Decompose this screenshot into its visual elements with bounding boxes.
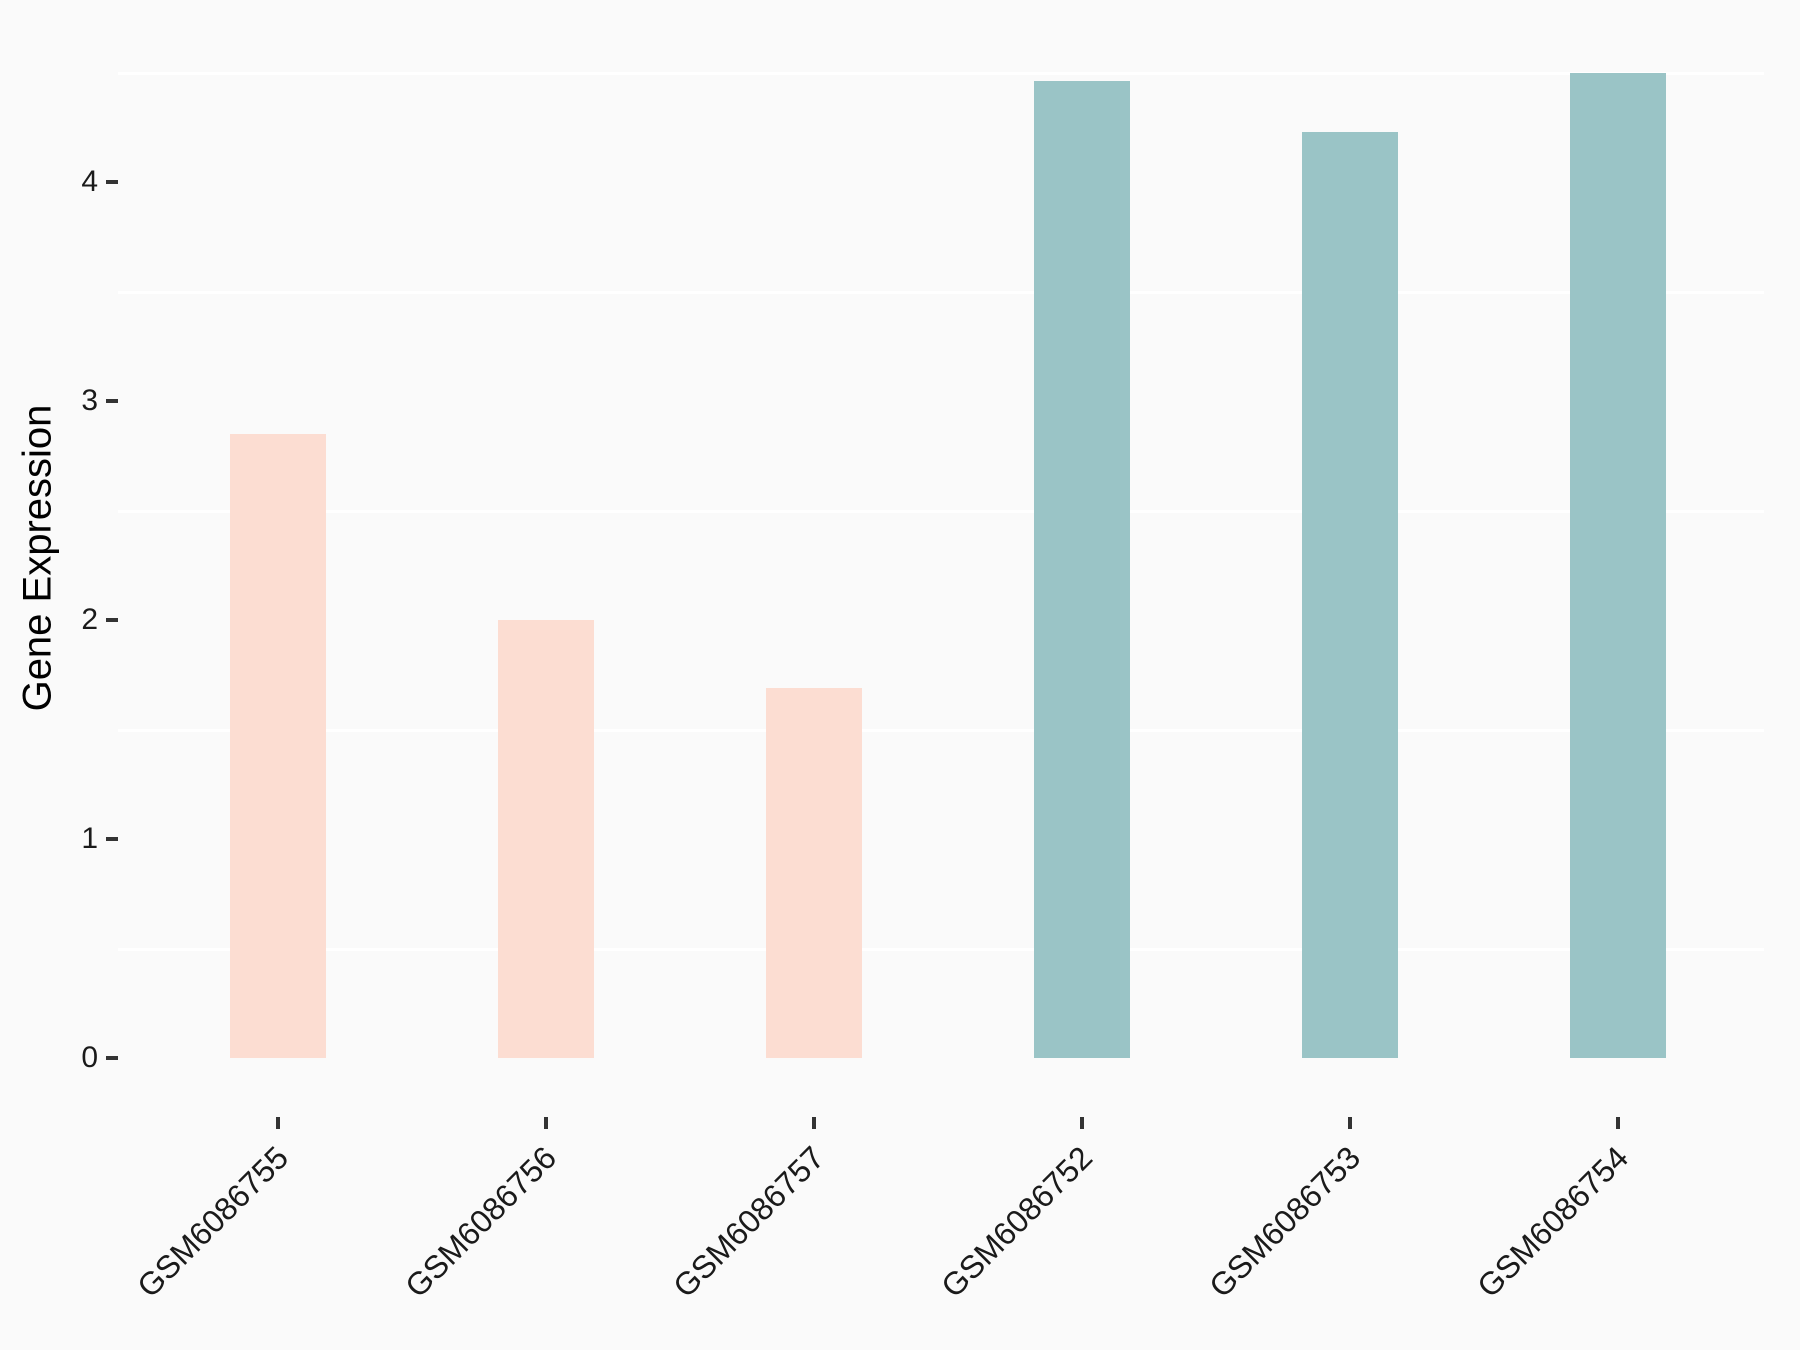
x-tick-mark-GSM6086753 — [1348, 1117, 1352, 1129]
bar-GSM6086756 — [498, 620, 594, 1058]
y-tick-label-4: 4 — [81, 165, 98, 198]
y-tick-label-3: 3 — [81, 384, 98, 417]
y-tick-label-2: 2 — [81, 603, 98, 636]
bar-GSM6086755 — [230, 433, 326, 1058]
y-tick-label-1: 1 — [81, 822, 98, 855]
x-tick-mark-GSM6086752 — [1080, 1117, 1084, 1129]
y-tick-mark-4 — [106, 180, 118, 184]
x-tick-label-GSM6086754: GSM6086754 — [1469, 1139, 1635, 1305]
minor-gridline-4.5 — [118, 71, 1764, 75]
x-tick-mark-GSM6086757 — [812, 1117, 816, 1129]
bar-GSM6086753 — [1302, 131, 1398, 1058]
x-tick-label-GSM6086752: GSM6086752 — [933, 1139, 1099, 1305]
y-tick-mark-3 — [106, 399, 118, 403]
x-tick-mark-GSM6086755 — [276, 1117, 280, 1129]
y-tick-mark-2 — [106, 618, 118, 622]
x-tick-mark-GSM6086754 — [1616, 1117, 1620, 1129]
minor-gridline-3.5 — [118, 290, 1764, 294]
y-axis-title: Gene Expression — [15, 404, 60, 712]
minor-gridline-0.5 — [118, 947, 1764, 951]
minor-gridline-1.5 — [118, 728, 1764, 732]
bar-GSM6086757 — [766, 687, 862, 1058]
bar-GSM6086754 — [1570, 72, 1666, 1058]
y-tick-label-0: 0 — [81, 1041, 98, 1074]
y-tick-mark-0 — [106, 1056, 118, 1060]
x-tick-label-GSM6086755: GSM6086755 — [129, 1139, 295, 1305]
bar-GSM6086752 — [1034, 81, 1130, 1058]
minor-gridline-2.5 — [118, 509, 1764, 513]
y-tick-mark-1 — [106, 837, 118, 841]
x-tick-label-GSM6086756: GSM6086756 — [397, 1139, 563, 1305]
x-tick-label-GSM6086757: GSM6086757 — [665, 1139, 831, 1305]
x-tick-mark-GSM6086756 — [544, 1117, 548, 1129]
x-tick-label-GSM6086753: GSM6086753 — [1201, 1139, 1367, 1305]
